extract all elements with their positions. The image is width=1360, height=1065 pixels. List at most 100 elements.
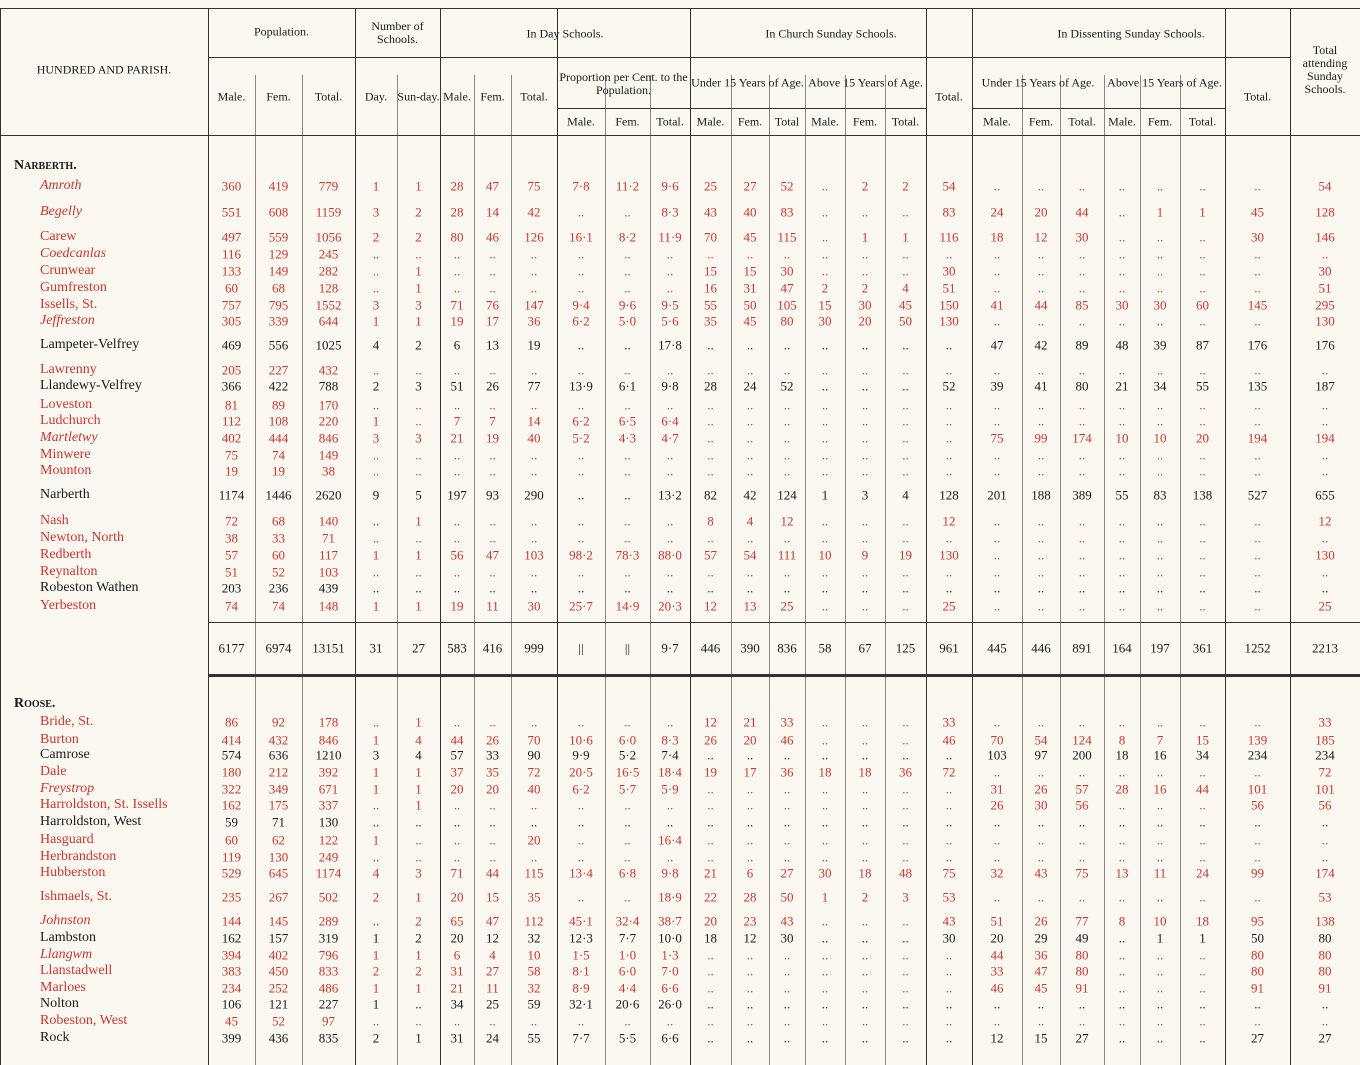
cell: 26 (486, 732, 499, 748)
total-cell: 445 (987, 640, 1007, 656)
cell: .. (530, 714, 538, 730)
cell: 32 (990, 865, 1004, 881)
cell: 36 (780, 764, 794, 780)
cell: 44 (1034, 297, 1048, 313)
cell: 8·9 (572, 980, 590, 996)
cell: 21 (704, 865, 717, 881)
cell: 9 (861, 547, 869, 563)
cell: 83 (1153, 487, 1167, 503)
cell: 12 (704, 714, 717, 730)
cell: 21 (743, 714, 757, 730)
cell: 128 (318, 280, 339, 296)
cell: 8·1 (572, 963, 590, 979)
column-header: Total. (314, 89, 343, 104)
cell: .. (902, 947, 909, 963)
cell: 200 (1072, 747, 1092, 763)
cell: 1210 (315, 747, 342, 763)
cell: .. (945, 797, 953, 813)
cell: 13·4 (569, 865, 593, 881)
cell: .. (861, 337, 869, 353)
total-cell: 197 (1150, 640, 1170, 656)
cell: 779 (318, 178, 339, 194)
cell: 1 (415, 598, 422, 614)
cell: .. (1254, 714, 1261, 730)
cell: .. (415, 832, 422, 848)
cell: 17·8 (658, 337, 682, 353)
cell: 19 (272, 463, 285, 479)
cell: 34 (450, 996, 464, 1012)
cell: 80 (1318, 963, 1332, 979)
cell: .. (624, 487, 631, 503)
cell: 7·0 (661, 963, 679, 979)
cell: .. (1037, 263, 1045, 279)
cell: .. (821, 463, 829, 479)
cell: .. (577, 797, 585, 813)
total-cell: 836 (777, 640, 797, 656)
cell: .. (821, 797, 829, 813)
cell: .. (945, 1013, 953, 1029)
total-cell: 27 (412, 640, 425, 656)
cell: 28 (1115, 781, 1129, 797)
cell: 227 (318, 996, 339, 1012)
cell: .. (415, 1013, 422, 1029)
cell: 75 (942, 865, 956, 881)
cell: 30 (1153, 297, 1167, 313)
cell: 18·4 (658, 764, 682, 780)
cell: 26 (1034, 913, 1048, 929)
cell: .. (489, 362, 496, 378)
cell: 58 (527, 963, 541, 979)
cell: .. (1118, 947, 1126, 963)
cell: 56 (450, 547, 464, 563)
cell: 194 (1247, 430, 1268, 446)
cell: 4 (372, 865, 380, 881)
cell: .. (1037, 714, 1045, 730)
cell: 70 (527, 732, 541, 748)
cell: 4·3 (618, 430, 637, 446)
cell: .. (746, 797, 754, 813)
parish-name: Begelly (40, 204, 82, 219)
cell: .. (372, 530, 380, 546)
cell: .. (1037, 547, 1045, 563)
cell: .. (1037, 530, 1045, 546)
column-rule (1225, 8, 1226, 1065)
cell: .. (993, 447, 1001, 463)
cell: .. (993, 849, 1001, 865)
total-cell: 13151 (312, 640, 345, 656)
cell: 13 (1115, 865, 1129, 881)
cell: .. (783, 413, 791, 429)
cell: .. (372, 263, 380, 279)
cell: .. (945, 947, 953, 963)
column-header: Male. (696, 114, 725, 129)
cell: .. (783, 447, 791, 463)
cell: .. (372, 463, 380, 479)
cell: .. (372, 397, 380, 413)
cell: .. (707, 246, 714, 262)
cell: .. (1156, 178, 1164, 194)
cell: 1·5 (572, 947, 590, 963)
cell: 187 (1315, 378, 1335, 394)
cell: .. (1254, 580, 1261, 596)
cell: .. (1156, 598, 1164, 614)
cell: .. (1118, 764, 1126, 780)
cell: 80 (1075, 963, 1089, 979)
cell: .. (577, 246, 585, 262)
cell: .. (415, 397, 422, 413)
cell: 33 (486, 747, 499, 763)
column-rule-light (1180, 75, 1181, 1065)
cell: .. (415, 580, 422, 596)
cell: .. (902, 913, 909, 929)
cell: 20 (858, 313, 872, 329)
column-rule-light (605, 75, 606, 1065)
cell: .. (821, 598, 829, 614)
cell: 8·3 (661, 732, 679, 748)
cell: .. (1156, 980, 1164, 996)
cell: .. (530, 397, 538, 413)
cell: 252 (268, 980, 289, 996)
cell: 389 (1072, 487, 1092, 503)
cell: .. (707, 564, 714, 580)
cell: 82 (704, 487, 717, 503)
column-header: Day. (364, 89, 388, 104)
cell: 9·6 (661, 178, 679, 194)
cell: .. (1118, 598, 1126, 614)
cell: 12 (942, 513, 956, 529)
